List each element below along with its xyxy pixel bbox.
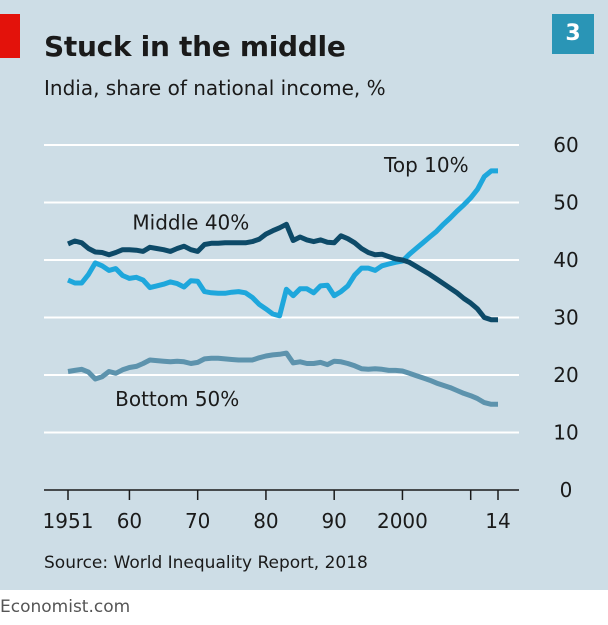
y-axis-ticks: 0 10 20 30 40 50 60 xyxy=(553,133,578,502)
y-tick-label: 0 xyxy=(560,478,573,502)
y-tick-label: 10 xyxy=(553,421,578,445)
line-chart: 0 10 20 30 40 50 60 1951 60 70 80 90 2000 14 Top 10%… xyxy=(43,133,579,533)
source-note: Source: World Inequality Report, 2018 xyxy=(44,553,368,573)
series-labels: Top 10% Middle 40% Bottom 50% xyxy=(115,153,468,411)
chart-title: Stuck in the middle xyxy=(44,30,346,63)
y-tick-label: 40 xyxy=(553,248,578,272)
gridlines xyxy=(44,144,519,491)
x-tick-label: 14 xyxy=(485,509,510,533)
x-tick-label: 1951 xyxy=(43,509,94,533)
brand-watermark: Economist.com xyxy=(0,597,131,617)
x-tick-label: 70 xyxy=(185,509,210,533)
x-tick-label: 2000 xyxy=(377,509,428,533)
y-tick-label: 60 xyxy=(553,133,578,157)
x-tick-label: 90 xyxy=(321,509,346,533)
x-tick-label: 80 xyxy=(253,509,278,533)
x-axis: 1951 60 70 80 90 2000 14 xyxy=(43,490,511,533)
series-line-top-10 xyxy=(67,168,498,319)
y-tick-label: 30 xyxy=(553,306,578,330)
x-tick-label: 60 xyxy=(117,509,142,533)
series-label-middle-40: Middle 40% xyxy=(132,211,249,235)
chart-number-badge: 3 xyxy=(552,14,594,54)
chart-panel xyxy=(0,0,608,590)
y-tick-label: 50 xyxy=(553,191,578,215)
series-label-top-10: Top 10% xyxy=(383,153,469,177)
series-label-bottom-50: Bottom 50% xyxy=(115,387,239,411)
y-tick-label: 20 xyxy=(553,363,578,387)
series-line-middle-40 xyxy=(67,221,498,323)
series-line-bottom-50 xyxy=(67,350,498,407)
brand-red-tab xyxy=(0,14,20,58)
series-lines xyxy=(67,168,498,407)
chart-subtitle: India, share of national income, % xyxy=(44,76,386,100)
